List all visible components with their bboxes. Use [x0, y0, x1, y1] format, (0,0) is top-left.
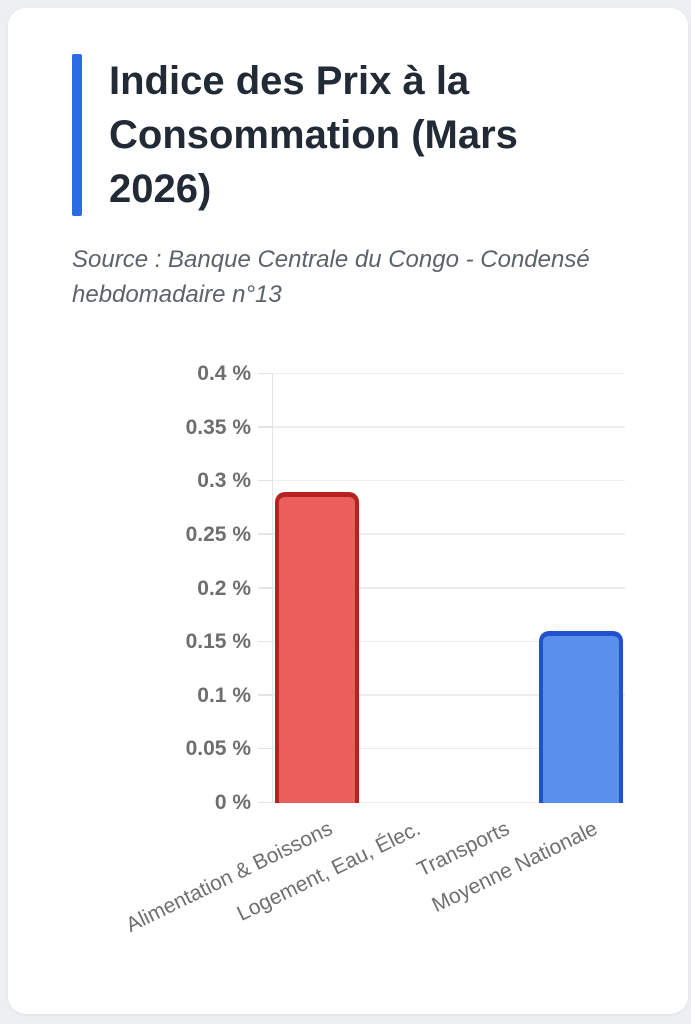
bar-slot-logement-eau-elec [361, 374, 449, 803]
y-tick-mark [258, 694, 273, 696]
y-tick-label: 0.25 % [185, 522, 251, 546]
bar-slot-alimentation-boissons [273, 374, 361, 803]
gridline [273, 747, 625, 750]
title-accent-bar [72, 54, 82, 216]
page-title: Indice des Prix à la Consommation (Mars … [109, 59, 518, 211]
y-tick-label: 0.4 % [197, 362, 251, 385]
bar-moyenne-nationale[interactable] [538, 631, 624, 803]
bar-alimentation-boissons[interactable] [274, 491, 360, 803]
y-tick-mark [258, 747, 273, 750]
plot-area: 0 % 0.05 % 0.1 % 0.15 % 0.2 % 0.25 % 0.3 % 0.35… [186, 362, 625, 814]
gridline [273, 694, 625, 696]
y-tick-label: 0 % [214, 791, 251, 814]
bars-container [273, 374, 625, 803]
y-tick-mark [258, 801, 273, 803]
y-tick-label: 0.05 % [185, 737, 251, 761]
y-tick-label: 0.2 % [197, 576, 251, 600]
y-tick-mark [258, 426, 273, 428]
bar-slot-moyenne-nationale [537, 374, 625, 803]
source-caption: Source : Banque Centrale du Congo - Cond… [72, 246, 590, 308]
gridline [273, 801, 625, 803]
gridline [273, 372, 625, 374]
y-tick-label: 0.15 % [185, 630, 251, 654]
x-axis-labels: Alimentation & Boissons Logement, Eau, Él… [123, 803, 625, 988]
y-tick-mark [258, 479, 273, 482]
bar-chart: 0 % 0.05 % 0.1 % 0.15 % 0.2 % 0.25 % 0.3 % 0.35… [72, 362, 638, 988]
gridline [273, 587, 625, 589]
card-header: Indice des Prix à la Consommation (Mars … [72, 54, 638, 216]
y-tick-label: 0.3 % [197, 469, 251, 493]
y-tick-label: 0.1 % [197, 683, 251, 707]
bar-slot-transports [449, 374, 537, 803]
gridline [273, 533, 625, 535]
y-tick-mark [258, 372, 273, 374]
gridline [273, 479, 625, 482]
y-tick-mark [258, 640, 273, 643]
y-tick-mark [258, 587, 273, 589]
y-tick-mark [258, 533, 273, 535]
y-tick-label: 0.35 % [185, 415, 251, 439]
gridline [273, 640, 625, 643]
price-index-card: Indice des Prix à la Consommation (Mars … [8, 8, 688, 1014]
gridline [273, 426, 625, 428]
